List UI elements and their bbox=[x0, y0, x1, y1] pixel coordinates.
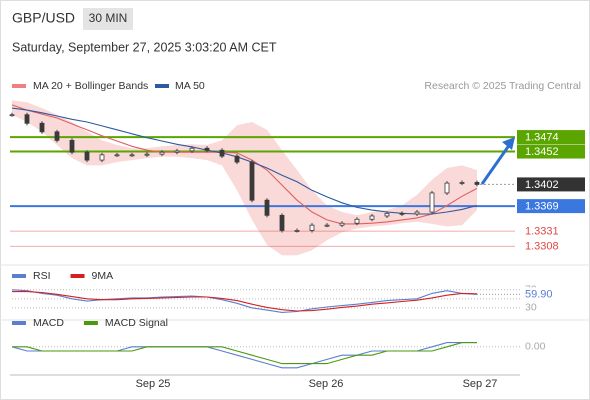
candle bbox=[324, 224, 330, 227]
candle bbox=[474, 182, 480, 185]
legend-swatch bbox=[155, 84, 169, 88]
legend-label: MA 20 + Bollinger Bands bbox=[33, 80, 148, 92]
candle bbox=[264, 199, 270, 216]
forecast-arrow bbox=[480, 143, 512, 185]
credit: Research © 2025 Trading Central bbox=[424, 80, 581, 92]
value-label: 59.90 bbox=[525, 288, 553, 300]
level-label: 1.3474 bbox=[525, 131, 559, 143]
level-label: 1.3369 bbox=[525, 201, 559, 213]
interval: 30 MIN bbox=[89, 11, 128, 25]
interval-badge bbox=[83, 8, 133, 30]
candle bbox=[84, 151, 90, 161]
candle bbox=[54, 131, 60, 141]
candle bbox=[99, 154, 105, 161]
level-box bbox=[517, 177, 585, 192]
candle bbox=[174, 150, 180, 153]
candle bbox=[354, 218, 360, 224]
candle bbox=[249, 161, 255, 201]
y-tick-label: 0.00 bbox=[525, 341, 546, 353]
legend-label: 9MA bbox=[92, 270, 114, 282]
value-box bbox=[522, 287, 562, 302]
indicator-line bbox=[11, 107, 478, 215]
level-box bbox=[517, 144, 585, 159]
candle bbox=[189, 147, 195, 152]
symbol: GBP/USD bbox=[12, 10, 75, 26]
candle bbox=[369, 215, 375, 220]
legend-label: MACD Signal bbox=[105, 317, 168, 329]
candle bbox=[219, 149, 225, 157]
legend-swatch bbox=[12, 84, 26, 88]
bollinger-band bbox=[12, 100, 477, 256]
candle bbox=[429, 192, 435, 213]
candle bbox=[144, 153, 150, 156]
legend-label: RSI bbox=[33, 270, 51, 282]
legend-swatch bbox=[12, 274, 26, 278]
candle bbox=[69, 139, 75, 153]
candle bbox=[294, 230, 300, 232]
level-label: 1.3452 bbox=[525, 146, 559, 158]
x-tick-label: Sep 26 bbox=[309, 378, 344, 390]
price-pane: 1.3474 1.3452 1.3402 1.3369 1.3331 1.3308 bbox=[9, 100, 585, 256]
indicator-line bbox=[11, 104, 478, 225]
level-label: 1.3402 bbox=[525, 179, 559, 191]
candle bbox=[444, 182, 450, 194]
candle bbox=[204, 147, 210, 151]
candle bbox=[459, 182, 465, 184]
indicator-line bbox=[12, 342, 477, 365]
legend-label: MA 50 bbox=[175, 80, 205, 92]
indicator-line bbox=[11, 289, 478, 313]
level-label: 1.3331 bbox=[525, 226, 559, 238]
candle bbox=[339, 222, 345, 226]
y-tick-label: 30 bbox=[525, 302, 537, 314]
candle bbox=[234, 155, 240, 163]
level-label: 1.3308 bbox=[525, 241, 559, 253]
level-box bbox=[517, 130, 585, 145]
legend-swatch bbox=[70, 274, 85, 278]
legend-swatch bbox=[83, 321, 98, 325]
candle bbox=[309, 224, 315, 231]
macd-pane: 0.00 MACD MACD Signal bbox=[11, 317, 546, 369]
legend-swatch bbox=[12, 321, 26, 325]
legend-label: MACD bbox=[33, 317, 64, 329]
timestamp: Saturday, September 27, 2025 3:03:20 AM … bbox=[12, 40, 277, 54]
candle bbox=[159, 151, 165, 155]
candle bbox=[129, 154, 135, 157]
candle bbox=[279, 214, 285, 231]
candle bbox=[414, 211, 420, 215]
candle bbox=[39, 122, 45, 133]
candle bbox=[114, 154, 120, 157]
forecast-arrowhead bbox=[502, 137, 515, 150]
indicator-line bbox=[12, 291, 478, 312]
x-tick-label: Sep 27 bbox=[463, 378, 498, 390]
level-box bbox=[517, 199, 585, 214]
candle bbox=[384, 212, 390, 217]
x-tick-label: Sep 25 bbox=[136, 378, 171, 390]
candle bbox=[9, 114, 15, 117]
candle bbox=[24, 114, 30, 124]
candle bbox=[399, 212, 405, 215]
